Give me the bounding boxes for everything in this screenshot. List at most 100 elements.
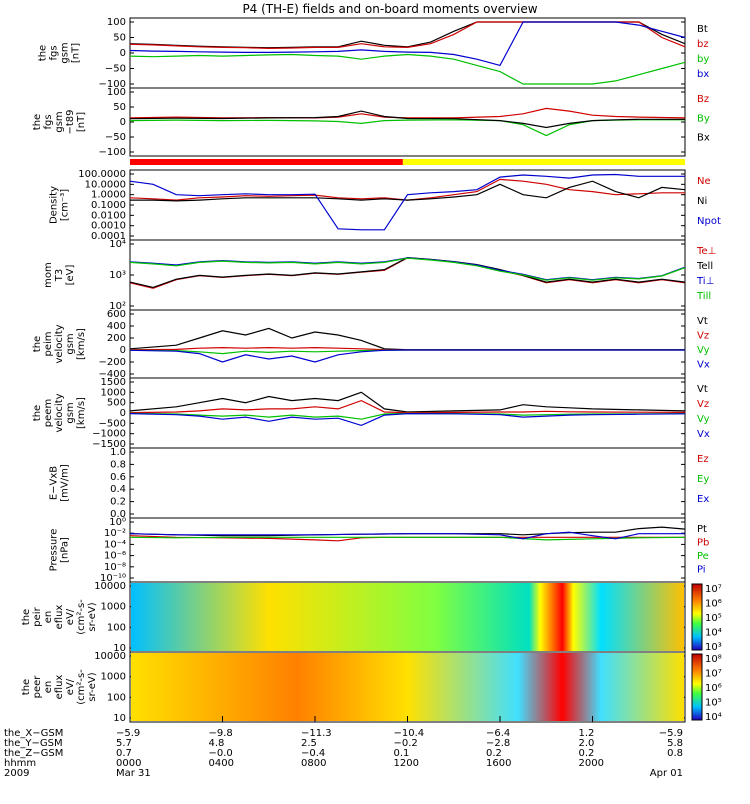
xaxis-value-2-4: 0.2 — [486, 748, 502, 759]
legend-peim-velocity-1: Vz — [697, 331, 709, 342]
series-line-pressure-0 — [129, 526, 686, 537]
ytick-fgs-t89-1: 50 — [113, 102, 126, 113]
xaxis-value-1-5: 2.0 — [579, 738, 595, 749]
ytick-peer-efux-3: 10 — [113, 713, 126, 724]
legend-peem-velocity-0: Vt — [697, 384, 708, 395]
colorbar-label-peer-efux-4: 10⁴ — [705, 712, 722, 723]
colorbar-label-peer-efux-1: 10⁷ — [705, 669, 722, 680]
ylabel-peim-velocity-2: velocity — [54, 324, 65, 363]
series-line-pressure-2 — [129, 536, 686, 541]
ylabel-fgs-t89-4: [nT] — [76, 112, 87, 132]
xaxis-value-1-2: 2.5 — [301, 738, 317, 749]
series-line-fgs-t89-1 — [129, 119, 685, 137]
ytick-peer-efux-1: 1000 — [101, 672, 126, 683]
xaxis-value-0-5: 1.2 — [579, 728, 595, 739]
ylabel-pressure-0: Pressure — [49, 529, 60, 572]
ytick-fgs-t89-0: 100 — [107, 87, 126, 98]
series-line-fgs-2 — [129, 53, 686, 85]
ylabel-peem-velocity-4: [km/s] — [76, 397, 87, 429]
series-line-mom-t3-3 — [129, 257, 686, 281]
mode-bar-fast — [402, 159, 685, 165]
ytick-peem-velocity-3: 0 — [120, 408, 126, 419]
series-line-density-2 — [129, 173, 685, 231]
ytick-mom-t3-0: 10⁴ — [109, 239, 126, 250]
legend-mom-t3-1: Tell — [696, 261, 713, 272]
colorbar-label-peer-efux-2: 10⁶ — [705, 683, 722, 694]
ytick-fgs-1: 50 — [113, 33, 126, 44]
panel-frame-fgs — [129, 17, 686, 89]
xaxis-value-1-0: 5.7 — [116, 738, 132, 749]
xaxis-value-1-3: −0.2 — [394, 738, 418, 749]
series-line-density-0 — [129, 178, 685, 201]
panel-frame-peim-velocity — [129, 309, 686, 379]
ytick-density-0: 100.0000 — [78, 169, 126, 180]
ylabel-mom-t3-2: [eV] — [65, 265, 76, 286]
ylabel-peir-efux-6: sr-eV) — [87, 602, 98, 631]
ylabel-peer-efux-0: the — [21, 679, 32, 695]
series-line-peim-velocity-3 — [129, 349, 685, 363]
ylabel-peer-efux-5: (cm²-s- — [76, 669, 87, 705]
ytick-peem-velocity-0: 1500 — [101, 377, 126, 388]
ytick-fgs-t89-2: 0 — [120, 117, 126, 128]
ylabel-peim-velocity-0: the — [32, 336, 43, 352]
series-line-fgs-3 — [129, 21, 686, 67]
ytick-pressure-2: 10⁻⁴ — [104, 539, 126, 550]
ytick-mom-t3-1: 10³ — [109, 270, 126, 281]
heatmap-peir-efux — [131, 583, 684, 651]
ylabel-peim-velocity-3: gsm — [65, 333, 76, 354]
ylabel-peem-velocity-3: gsm — [65, 402, 76, 423]
xaxis-value-2-1: −0.0 — [209, 748, 233, 759]
ytick-e-vxb-4: 0.2 — [110, 497, 126, 508]
ylabel-peir-efux-0: the — [21, 609, 32, 625]
xaxis-value-0-4: −6.4 — [486, 728, 510, 739]
ylabel-peim-velocity-1: peim — [43, 331, 54, 356]
legend-fgs-1: bz — [697, 39, 709, 50]
legend-pressure-2: Pe — [697, 551, 709, 562]
legend-fgs-t89-1: By — [697, 113, 710, 124]
xaxis-value-3-5: 2000 — [579, 758, 604, 769]
ytick-peem-velocity-4: −500 — [99, 418, 126, 429]
series-line-peem-velocity-0 — [129, 391, 686, 413]
xaxis-value-1-6: 5.8 — [667, 738, 683, 749]
ylabel-density-1: [cm⁻³] — [60, 189, 71, 221]
series-line-density-1 — [130, 180, 686, 202]
xaxis-value-3-1: 0400 — [209, 758, 234, 769]
panel-frame-fgs-t89 — [129, 87, 686, 157]
ytick-peem-velocity-6: −1500 — [92, 439, 126, 450]
ytick-fgs-t89-3: −50 — [105, 132, 126, 143]
legend-peim-velocity-3: Vx — [697, 360, 710, 371]
series-line-pressure-3 — [129, 531, 685, 540]
ytick-e-vxb-5: 0.0 — [110, 509, 126, 520]
ytick-peem-velocity-1: 1000 — [101, 387, 126, 398]
ylabel-peer-efux-6: sr-eV) — [87, 672, 98, 701]
ylabel-fgs-t89-1: fgs — [43, 114, 54, 129]
xaxis-value-3-4: 1600 — [486, 758, 511, 769]
ytick-peer-efux-0: 10000 — [94, 651, 126, 662]
ylabel-peim-velocity-4: [km/s] — [76, 328, 87, 360]
legend-mom-t3-3: Till — [696, 291, 711, 302]
ylabel-peir-efux-1: peir — [32, 606, 43, 626]
panel-frame-pressure — [129, 517, 686, 583]
legend-fgs-3: bx — [697, 69, 709, 80]
xaxis-value-1-4: −2.8 — [486, 738, 510, 749]
colorbar-label-peir-efux-1: 10⁶ — [705, 599, 722, 610]
colorbar-label-peir-efux-4: 10³ — [705, 642, 722, 653]
ytick-peim-velocity-2: 200 — [107, 333, 126, 344]
ytick-peim-velocity-5: −400 — [99, 369, 126, 380]
ytick-peem-velocity-5: −1000 — [92, 429, 126, 440]
ylabel-e-vxb-1: [mV/m] — [60, 464, 71, 502]
ytick-density-6: 0.0001 — [91, 231, 126, 242]
ytick-peim-velocity-1: 400 — [107, 321, 126, 332]
ylabel-mom-t3-0: mom — [43, 262, 54, 288]
ytick-peer-efux-2: 100 — [107, 692, 126, 703]
xaxis-value-0-3: −10.4 — [394, 728, 425, 739]
series-line-peem-velocity-2 — [129, 412, 686, 420]
colorbar-label-peir-efux-2: 10⁵ — [705, 613, 722, 624]
ytick-peir-efux-0: 10000 — [94, 581, 126, 592]
chart-title: P4 (TH-E) fields and on-board moments ov… — [242, 2, 537, 16]
series-line-fgs-t89-2 — [129, 110, 685, 129]
ylabel-fgs-t89-2: gsm — [54, 111, 65, 132]
ytick-e-vxb-3: 0.4 — [110, 484, 126, 495]
legend-density-2: Npot — [697, 216, 721, 227]
